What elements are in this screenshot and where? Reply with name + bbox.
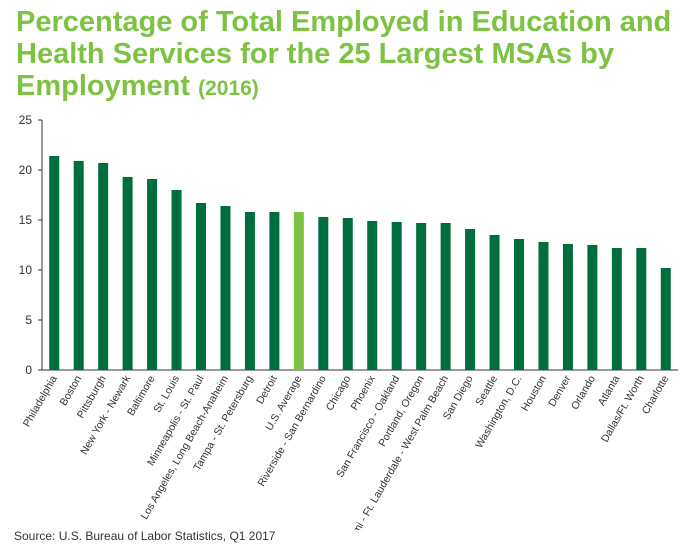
bar bbox=[391, 222, 402, 370]
y-tick-label: 20 bbox=[19, 163, 33, 177]
bar-highlight bbox=[293, 212, 304, 370]
x-tick-label: Detroit bbox=[254, 373, 280, 406]
bar bbox=[367, 221, 378, 370]
chart-title: Percentage of Total Employed in Educatio… bbox=[16, 6, 676, 105]
y-tick-label: 5 bbox=[25, 313, 32, 327]
bar bbox=[244, 212, 255, 370]
chart-title-main: Percentage of Total Employed in Educatio… bbox=[16, 6, 672, 102]
bar bbox=[538, 242, 549, 370]
x-tick-label: Orlando bbox=[569, 373, 598, 411]
bar bbox=[73, 161, 84, 370]
bar bbox=[147, 179, 158, 370]
bar bbox=[587, 245, 598, 370]
bar-chart: 0510152025PhiladelphiaBostonPittsburghNe… bbox=[19, 113, 678, 530]
bar bbox=[269, 212, 280, 370]
bar bbox=[611, 248, 622, 370]
bar bbox=[342, 218, 353, 370]
bar bbox=[489, 235, 500, 370]
x-tick-label: Philadelphia bbox=[21, 373, 60, 429]
chart-title-year: (2016) bbox=[198, 77, 259, 100]
bar bbox=[514, 239, 524, 370]
y-tick-label: 25 bbox=[19, 113, 33, 127]
y-tick-label: 15 bbox=[19, 213, 33, 227]
bar bbox=[122, 177, 133, 370]
bar bbox=[171, 190, 182, 370]
x-tick-label: Boston bbox=[58, 373, 85, 407]
bar bbox=[440, 223, 451, 370]
source-note: Source: U.S. Bureau of Labor Statistics,… bbox=[14, 529, 276, 543]
bar bbox=[220, 206, 231, 370]
x-tick-label: Seattle bbox=[473, 373, 500, 407]
bar bbox=[562, 244, 573, 370]
bar bbox=[318, 217, 329, 370]
x-tick-label: Washington, D.C. bbox=[473, 374, 524, 451]
bar bbox=[465, 229, 476, 370]
bar bbox=[416, 223, 427, 370]
bar bbox=[636, 248, 647, 370]
y-tick-label: 0 bbox=[25, 363, 32, 377]
x-tick-label: Atlanta bbox=[596, 373, 623, 407]
bar bbox=[98, 163, 109, 370]
bar bbox=[196, 203, 206, 370]
bar bbox=[660, 268, 671, 370]
bar bbox=[49, 156, 60, 370]
y-tick-label: 10 bbox=[19, 263, 33, 277]
